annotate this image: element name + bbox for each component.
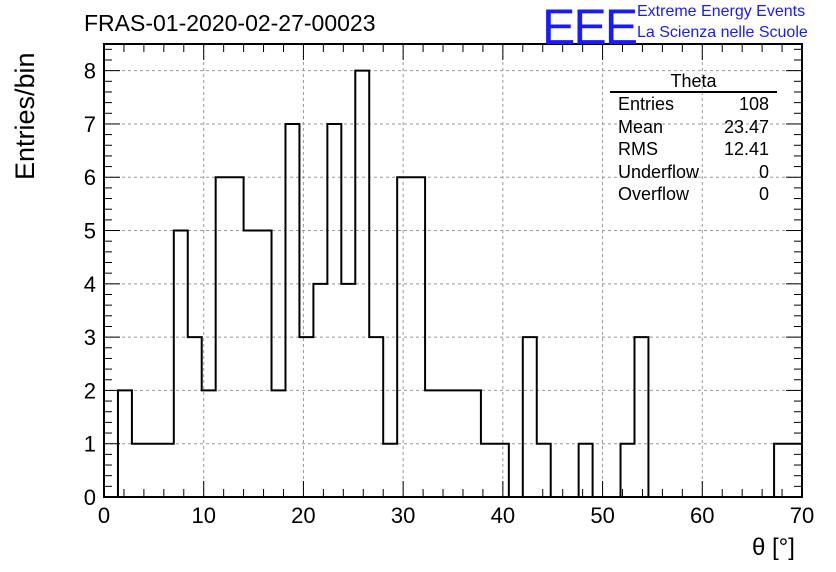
- y-tick-label: 7: [84, 112, 96, 137]
- stats-row-underflow: Underflow 0: [610, 161, 777, 184]
- y-tick-label: 1: [84, 432, 96, 457]
- stats-label: Overflow: [618, 184, 690, 204]
- y-tick-label: 4: [84, 272, 96, 297]
- stats-value: 0: [758, 184, 769, 204]
- x-tick-label: 10: [191, 503, 215, 528]
- stats-value: 12.41: [723, 139, 769, 159]
- x-tick-label: 40: [491, 503, 515, 528]
- x-tick-label: 0: [98, 503, 110, 528]
- stats-title: Theta: [610, 71, 777, 93]
- x-tick-label: 60: [690, 503, 714, 528]
- chart-title: FRAS-01-2020-02-27-00023: [84, 10, 376, 36]
- x-tick-label: 20: [291, 503, 315, 528]
- stats-row-mean: Mean 23.47: [610, 116, 777, 139]
- x-axis-label: θ [°]: [752, 534, 795, 561]
- stats-label: Mean: [618, 116, 664, 137]
- stats-box: Theta Entries 108 Mean 23.47 RMS 12.41 U…: [610, 71, 777, 206]
- y-axis-label: Entries/bin: [10, 52, 40, 180]
- plot-frame: [103, 43, 803, 498]
- x-tick-label: 30: [391, 503, 415, 528]
- eee-logo: EEE: [542, 0, 638, 55]
- y-tick-label: 2: [84, 378, 96, 403]
- logo-subtitle-line2: La Scienza nelle Scuole: [637, 24, 808, 41]
- stats-row-entries: Entries 108: [610, 93, 777, 116]
- x-tick-label: 70: [790, 503, 814, 528]
- y-tick-label: 0: [84, 485, 96, 510]
- stats-label: Underflow: [618, 161, 700, 182]
- stats-row-overflow: Overflow 0: [610, 183, 777, 206]
- y-tick-label: 5: [84, 219, 96, 244]
- histogram-outline: [104, 69, 803, 498]
- stats-label: Entries: [618, 94, 675, 114]
- x-tick-label: 50: [590, 503, 614, 528]
- axis-tick-labels: 0 10 20 30 40 50 60 70 0 1 2 3 4 5 6 7 8: [84, 59, 814, 528]
- stats-value: 23.47: [723, 116, 769, 137]
- y-tick-label: 6: [84, 165, 96, 190]
- axis-ticks: [103, 44, 803, 498]
- logo-subtitle-line1: Extreme Energy Events: [637, 3, 806, 20]
- stats-value: 108: [738, 94, 769, 114]
- y-tick-label: 3: [84, 325, 96, 350]
- stats-row-rms: RMS 12.41: [610, 138, 777, 161]
- stats-value: 0: [758, 161, 769, 182]
- stats-label: RMS: [618, 139, 658, 159]
- y-tick-label: 8: [84, 59, 96, 84]
